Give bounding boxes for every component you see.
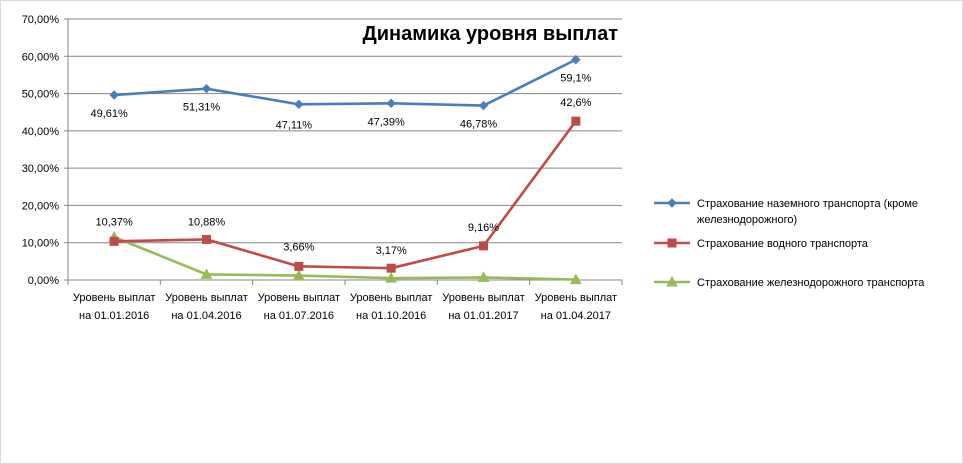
data-label: 42,6%: [560, 97, 591, 109]
series-line: [114, 120, 577, 270]
series-line: [113, 235, 576, 281]
y-tick-label: 0,00%: [28, 275, 59, 287]
legend-item: Страхование наземного транспорта (кроме ж…: [654, 198, 918, 226]
legend-label: железнодорожного): [697, 214, 797, 226]
y-tick-label: 40,00%: [22, 126, 60, 138]
data-label: 10,88%: [188, 216, 226, 228]
data-point-square: [386, 263, 396, 273]
x-tick-label: Уровень выплат на 01.04.2017: [535, 292, 617, 322]
legend-item: Страхование водного транспорта: [654, 238, 869, 250]
data-point-diamond: [478, 100, 489, 111]
chart-title: Динамика уровня выплат: [363, 23, 619, 45]
data-point-square: [571, 116, 581, 126]
data-point-triangle: [292, 269, 305, 281]
data-point-diamond: [667, 198, 677, 208]
legend-label: Страхование наземного транспорта (кроме: [697, 198, 918, 210]
x-tick-label: Уровень выплат на 01.07.2016: [258, 292, 340, 322]
data-point-square: [294, 261, 304, 271]
x-tick-label: Уровень выплат на 01.01.2017: [442, 292, 524, 322]
y-tick-label: 50,00%: [22, 89, 60, 101]
data-label: 10,37%: [96, 216, 134, 228]
data-point-diamond: [294, 99, 304, 110]
legend-label: Страхование водного транспорта: [697, 238, 869, 250]
data-label: 9,16%: [468, 222, 499, 234]
data-point-triangle: [666, 275, 678, 287]
legend-item: Страхование железнодорожного транспорта: [654, 275, 925, 289]
data-label: 47,39%: [368, 116, 406, 128]
data-point-square: [109, 236, 119, 246]
y-tick-label: 20,00%: [22, 200, 60, 212]
y-tick-label: 60,00%: [22, 51, 60, 63]
legend-label: Страхование железнодорожного транспорта: [697, 277, 925, 289]
y-tick-label: 10,00%: [22, 238, 60, 250]
data-label: 59,1%: [560, 73, 591, 85]
data-point-triangle: [385, 272, 398, 283]
x-tick-label: Уровень выплат на 01.10.2016: [350, 292, 432, 322]
series-line: [114, 58, 577, 107]
axes: 0,00% 10,00% 20,00% 30,00% 40,00% 50,00% 60,00…: [22, 14, 623, 322]
data-label: 3,17%: [376, 245, 407, 257]
data-point-diamond: [386, 98, 396, 109]
x-tick-label: Уровень выплат на 01.04.2016: [165, 292, 247, 322]
data-point-diamond: [201, 83, 212, 94]
y-tick-label: 30,00%: [22, 163, 60, 175]
data-point-diamond: [571, 54, 581, 65]
x-tick-label: Уровень выплат на 01.01.2016: [73, 292, 155, 322]
data-label: 51,31%: [183, 102, 221, 114]
y-tick-label: 70,00%: [22, 14, 60, 26]
data-label: 3,66%: [283, 241, 314, 253]
data-label: 46,78%: [460, 119, 498, 131]
data-point-square: [667, 238, 677, 248]
data-point-triangle: [569, 273, 582, 285]
legend: Страхование наземного транспорта (кроме ж…: [654, 198, 925, 289]
data-point-triangle: [477, 271, 490, 282]
data-label: 49,61%: [91, 108, 129, 120]
data-labels: 49,61% 51,31% 47,11% 47,39% 46,78% 59,1% 10,37…: [91, 73, 592, 258]
data-point-triangle: [200, 268, 213, 279]
data-point-square: [479, 241, 488, 251]
data-label: 47,11%: [276, 119, 313, 131]
series-layer: [108, 54, 582, 285]
data-point-square: [202, 234, 211, 244]
data-point-diamond: [109, 90, 119, 100]
